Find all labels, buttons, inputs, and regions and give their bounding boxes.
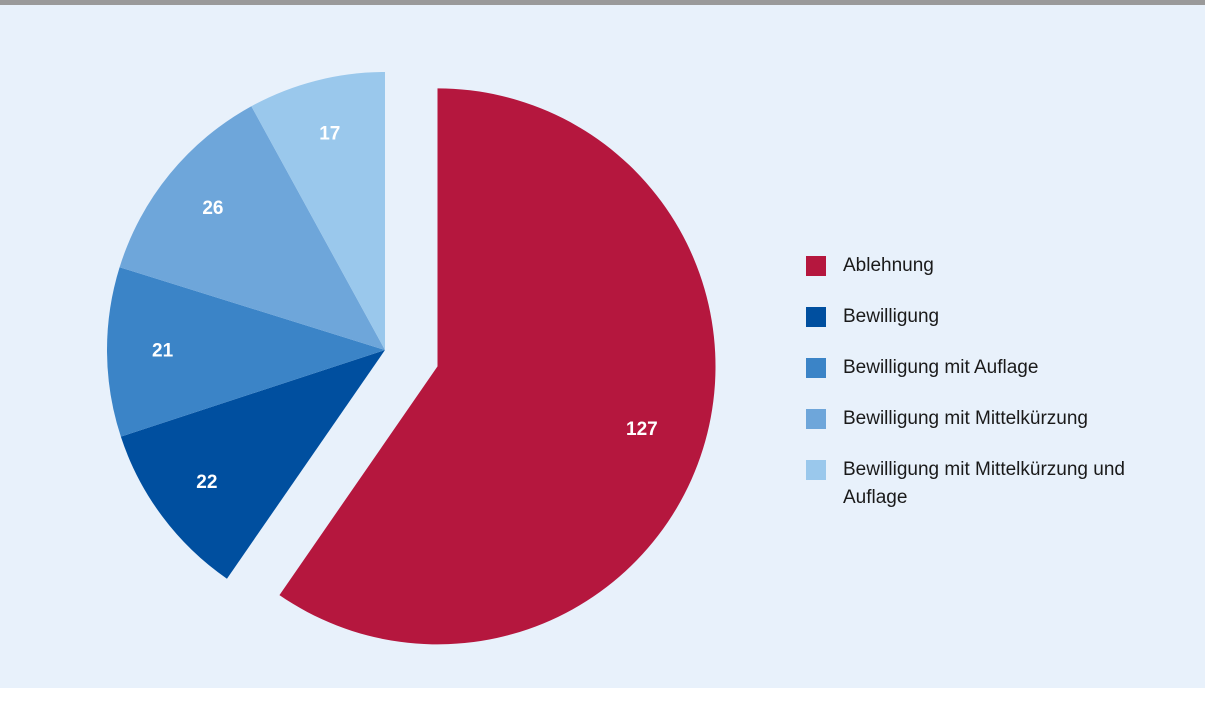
legend-label: Bewilligung mit Auflage — [843, 357, 1039, 378]
data-label: 21 — [152, 341, 174, 362]
legend-item: Bewilligung mit Mittelkürzung — [806, 405, 1136, 433]
legend-label: Bewilligung — [843, 306, 940, 327]
legend-swatch — [806, 460, 826, 480]
legend-item: Bewilligung mit Auflage — [806, 354, 1136, 382]
pie-slice — [119, 106, 385, 351]
pie-slice — [120, 350, 386, 579]
legend-label: Bewilligung mit Mittelkürzung — [843, 408, 1088, 429]
legend-item: Bewilligung — [806, 303, 1136, 331]
legend-swatch — [806, 409, 826, 429]
legend-item: Ablehnung — [806, 252, 1136, 280]
legend-swatch — [806, 358, 826, 378]
legend: Ablehnung Bewilligung Bewilligung mit Aufl… — [806, 252, 1136, 535]
legend-label: Ablehnung — [843, 255, 934, 276]
legend-item: Bewilligung mit Mittelkürzung und Auflag… — [806, 456, 1136, 512]
pie-slice — [279, 88, 716, 645]
legend-swatch — [806, 256, 826, 276]
top-bar — [0, 0, 1205, 5]
legend-swatch — [806, 307, 826, 327]
pie-slice — [106, 267, 385, 437]
data-label: 22 — [196, 472, 217, 493]
data-label: 26 — [202, 198, 223, 219]
pie-slice — [251, 72, 385, 350]
legend-label: Bewilligung mit Mittelkürzung und Auflag… — [843, 459, 1125, 508]
data-label: 17 — [319, 124, 340, 145]
data-label: 127 — [626, 419, 658, 440]
